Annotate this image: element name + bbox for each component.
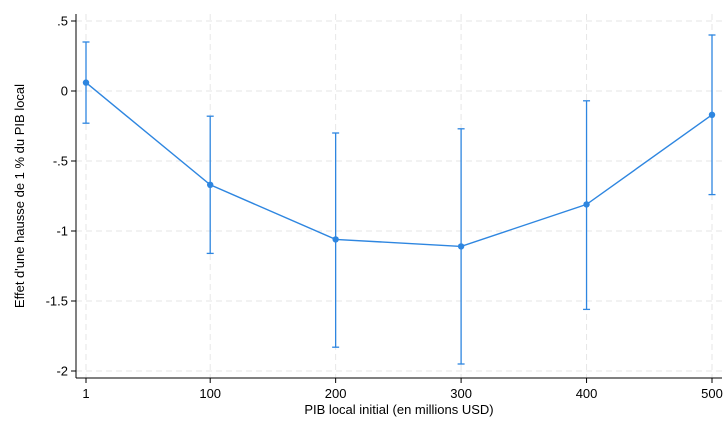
x-tick-label: 500 (701, 386, 723, 401)
y-tick-label: -.5 (53, 154, 68, 169)
data-point (206, 181, 214, 188)
y-axis-title: Effet d'une hausse de 1 % du PIB local (12, 84, 27, 308)
data-point (82, 79, 90, 86)
y-tick-label: -1 (56, 224, 68, 239)
x-ticks: 1 100 200 300 400 500 (82, 378, 723, 401)
x-tick-label: 100 (199, 386, 221, 401)
data-point (583, 201, 590, 208)
x-tick-label: 200 (325, 386, 347, 401)
series-line (85, 82, 713, 248)
error-bars (82, 34, 716, 365)
data-point (332, 236, 339, 243)
gridlines (76, 14, 722, 378)
series (82, 79, 716, 250)
y-ticks: .5 0 -.5 -1 -1.5 -2 (46, 14, 76, 379)
axes (75, 14, 722, 379)
data-point (457, 243, 465, 250)
y-tick-label: -2 (56, 364, 68, 379)
x-tick-label: 400 (576, 386, 598, 401)
y-tick-label: .5 (57, 14, 68, 29)
y-tick-label: 0 (61, 84, 68, 99)
y-tick-label: -1.5 (46, 294, 68, 309)
x-axis-title: PIB local initial (en millions USD) (304, 402, 493, 417)
x-tick-label: 300 (450, 386, 472, 401)
data-point (708, 111, 716, 119)
x-tick-label: 1 (82, 386, 89, 401)
